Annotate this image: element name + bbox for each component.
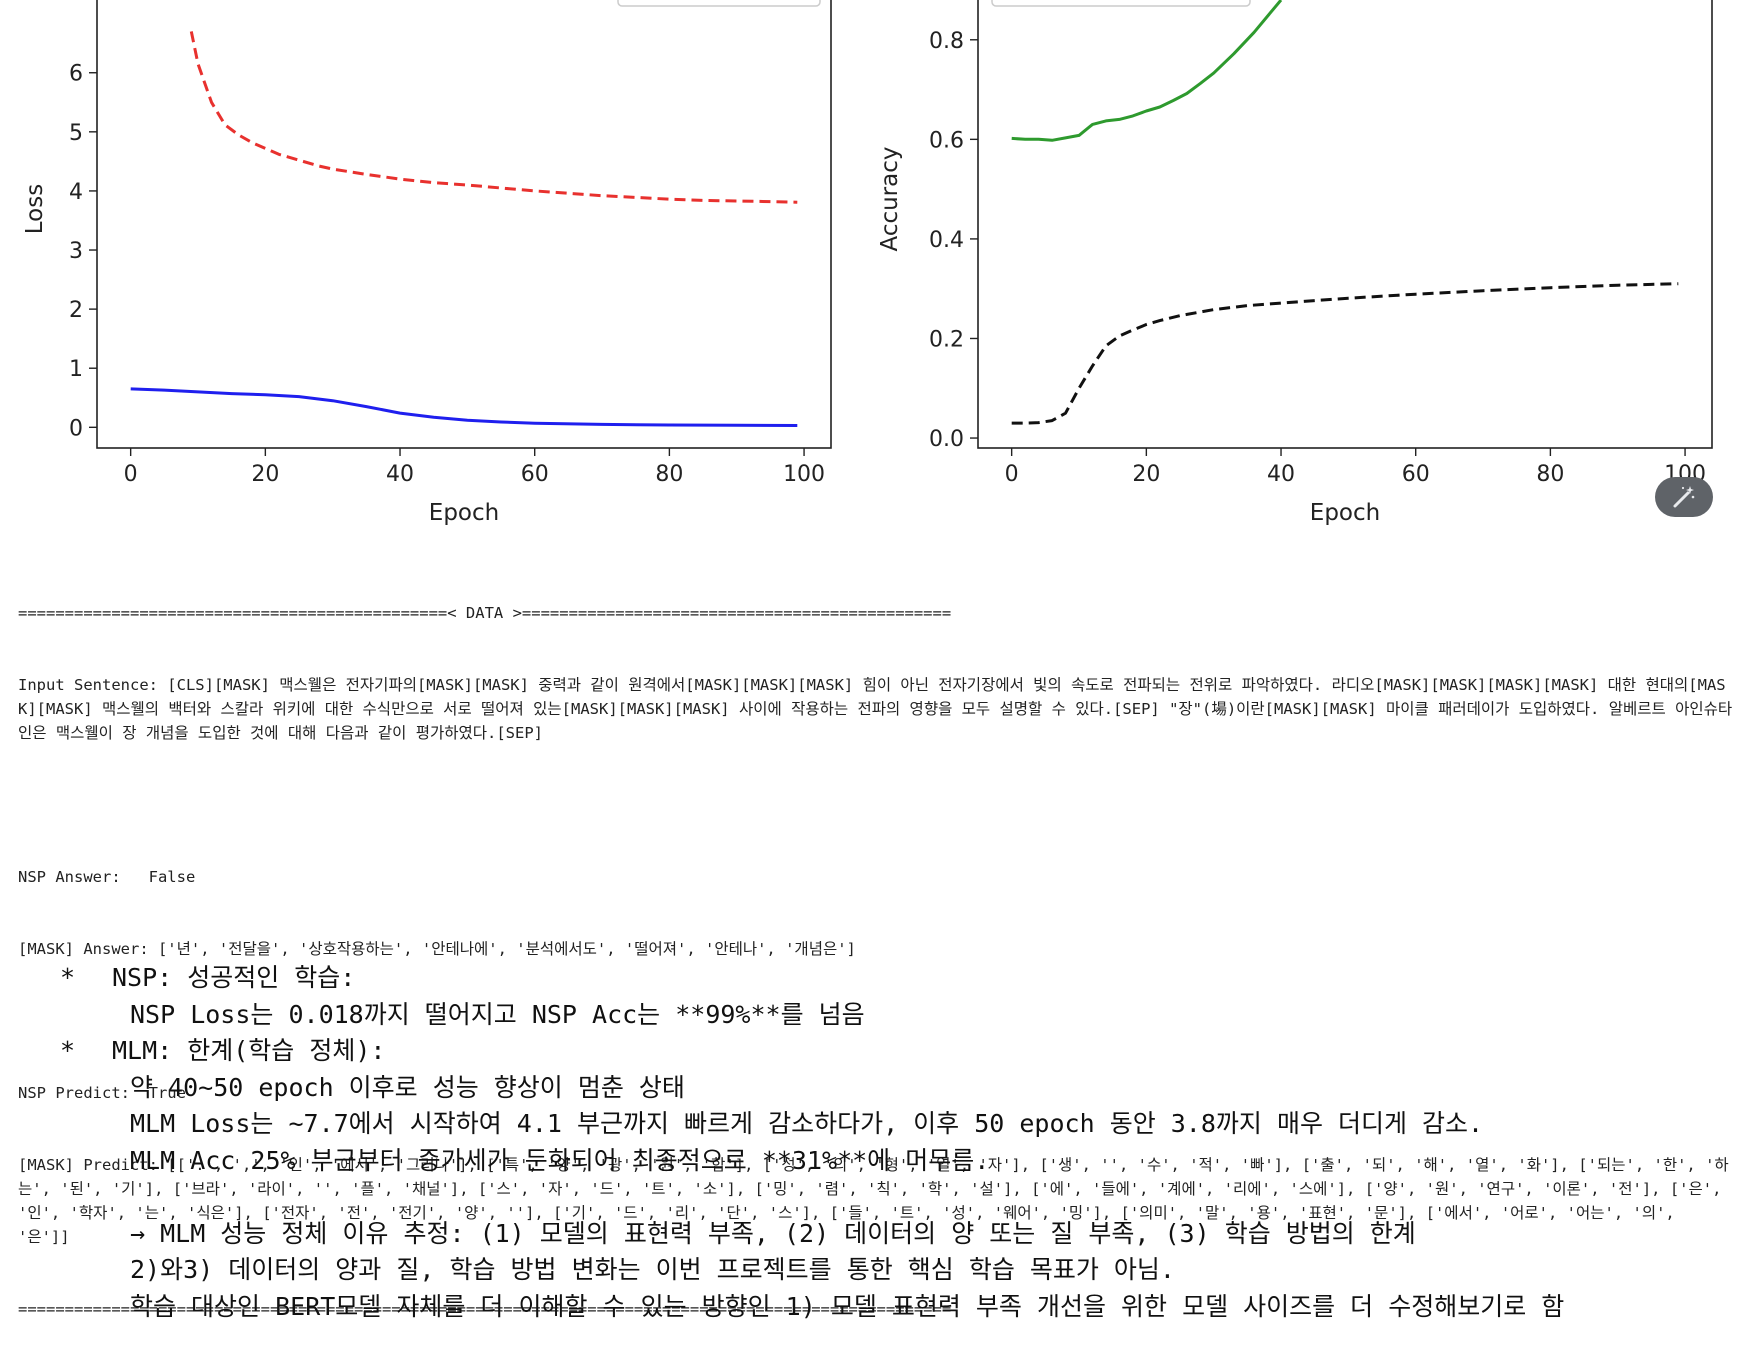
x-tick-label: 20 (251, 462, 279, 487)
plot-frame (96, 0, 832, 449)
reason-line-3: 학습 대상인 BERT모델 자체를 더 이해할 수 있는 방향인 1) 모델 표… (130, 1291, 1565, 1321)
x-axis-label: Epoch (429, 500, 499, 526)
data-output-block: ========================================… (18, 553, 1733, 1345)
analysis-notes: * NSP: 성공적인 학습: NSP Loss는 0.018까지 떨어지고 N… (60, 960, 1740, 1325)
plot-frame (977, 0, 1713, 449)
x-tick-label: 60 (1402, 462, 1430, 487)
bullet-marker: * (60, 963, 76, 992)
mlm-detail-3: MLM Acc 25% 부근부터 증가세가 둔화되어 최종적으로 **31%**… (130, 1145, 990, 1175)
x-tick-label: 100 (783, 462, 825, 487)
bullet-marker: * (60, 1036, 76, 1065)
mask-predict: [MASK] Predict: [['.', ',', '인', '에서', '… (18, 1156, 1731, 1246)
x-tick-label: 40 (386, 462, 414, 487)
series-line-1 (1011, 0, 1283, 142)
y-tick-label: 2 (69, 298, 83, 323)
mask-answer: [MASK] Answer: ['년', '전달을', '상호작용하는', '안… (18, 940, 856, 958)
y-tick-label: 1 (69, 357, 83, 382)
y-tick-label: 0.4 (929, 228, 964, 253)
mlm-detail-2: MLM Loss는 ~7.7에서 시작하여 4.1 부근까지 빠르게 감소하다가… (130, 1109, 1484, 1138)
y-tick-label: 0 (69, 416, 83, 441)
x-axis-label: Epoch (1310, 500, 1380, 526)
y-tick-label: 5 (69, 121, 83, 146)
reason-line-2: 2)와3) 데이터의 양과 질, 학습 방법 변화는 이번 프로젝트를 통한 핵… (130, 1255, 1175, 1284)
nsp-bullet: * NSP: 성공적인 학습: (60, 960, 1740, 997)
nsp-title: NSP: 성공적인 학습: (112, 963, 356, 992)
nsp-predict: NSP Predict: True (18, 1084, 186, 1102)
y-tick-label: 0.8 (929, 29, 964, 54)
reason-line-1: → MLM 성능 정체 이유 추정: (1) 모델의 표현력 부족, (2) 데… (130, 1218, 1416, 1248)
y-tick-label: 4 (69, 180, 83, 205)
series-line-2 (130, 387, 798, 427)
x-tick-label: 80 (1536, 462, 1564, 487)
legend-box (617, 0, 821, 7)
magic-wand-icon (1673, 486, 1695, 508)
x-tick-label: 60 (521, 462, 549, 487)
x-tick-label: 0 (124, 462, 138, 487)
series-line-2 (1011, 282, 1679, 425)
y-tick-label: 0.0 (929, 427, 964, 452)
y-axis-label: Loss (22, 184, 48, 234)
y-tick-label: 0.6 (929, 128, 964, 153)
x-tick-label: 40 (1267, 462, 1295, 487)
series-line-1 (189, 31, 798, 204)
y-tick-label: 6 (69, 62, 83, 87)
nsp-answer: NSP Answer: False (18, 868, 196, 886)
y-tick-label: 3 (69, 239, 83, 264)
data-footer: ========================================… (18, 1300, 952, 1318)
mlm-title: MLM: 한계(학습 정체): (112, 1036, 386, 1065)
nsp-detail: NSP Loss는 0.018까지 떨어지고 NSP Acc는 **99%**를… (130, 999, 865, 1029)
x-tick-label: 0 (1005, 462, 1019, 487)
x-tick-label: 20 (1132, 462, 1160, 487)
x-tick-label: 80 (655, 462, 683, 487)
legend-box (991, 0, 1251, 7)
y-tick-label: 0.2 (929, 327, 964, 352)
data-header: ========================================… (18, 604, 952, 622)
input-sentence: Input Sentence: [CLS][MASK] 맥스웰은 전자기파의[M… (18, 676, 1733, 742)
mlm-bullet: * MLM: 한계(학습 정체): (60, 1033, 1740, 1070)
loss-chart: 0 20 40 60 80 100 0 1 2 3 4 5 6 Epoch Loss (22, 0, 832, 526)
mlm-detail-1: 약 40~50 epoch 이후로 성능 향상이 멈춘 상태 (130, 1072, 685, 1102)
y-axis-label: Accuracy (877, 146, 903, 251)
edit-image-button[interactable] (1655, 477, 1713, 517)
